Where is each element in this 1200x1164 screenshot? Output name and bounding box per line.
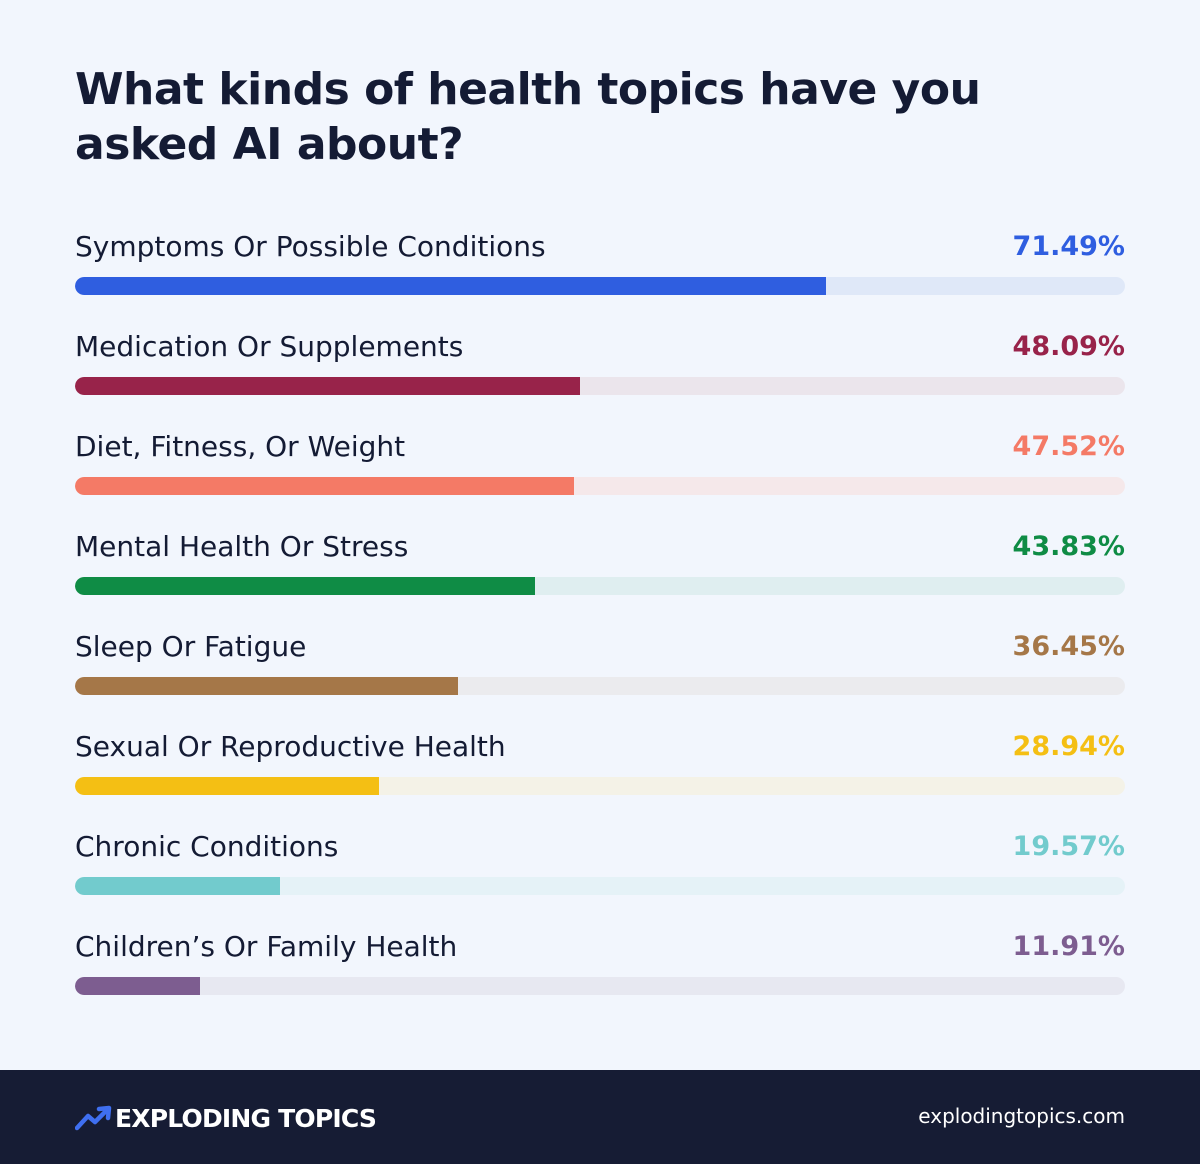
value-label: 19.57% bbox=[1012, 831, 1125, 862]
bar bbox=[75, 877, 281, 895]
website-link[interactable]: explodingtopics.com bbox=[918, 1104, 1125, 1128]
bar-track bbox=[75, 277, 1125, 295]
value-label: 71.49% bbox=[1012, 231, 1125, 262]
bar-row: Diet, Fitness, Or Weight 47.52% bbox=[75, 422, 1125, 522]
value-label: 47.52% bbox=[1012, 431, 1125, 462]
bar-track bbox=[75, 677, 1125, 695]
category-label: Medication Or Supplements bbox=[75, 330, 464, 363]
category-label: Chronic Conditions bbox=[75, 830, 339, 863]
chart-title: What kinds of health topics have you ask… bbox=[75, 64, 981, 170]
bar bbox=[75, 477, 574, 495]
category-label: Mental Health Or Stress bbox=[75, 530, 409, 563]
bar bbox=[75, 777, 379, 795]
category-label: Diet, Fitness, Or Weight bbox=[75, 430, 406, 463]
bar-row: Children’s Or Family Health 11.91% bbox=[75, 922, 1125, 1022]
footer: EXPLODING TOPICS explodingtopics.com bbox=[0, 1070, 1200, 1164]
value-label: 36.45% bbox=[1012, 631, 1125, 662]
bar-track bbox=[75, 577, 1125, 595]
brand-name: EXPLODING TOPICS bbox=[115, 1103, 377, 1133]
bar-row: Symptoms Or Possible Conditions 71.49% bbox=[75, 222, 1125, 322]
bar-chart: Symptoms Or Possible Conditions 71.49% Med… bbox=[75, 222, 1125, 1022]
bar-track bbox=[75, 877, 1125, 895]
bar-track bbox=[75, 977, 1125, 995]
category-label: Symptoms Or Possible Conditions bbox=[75, 230, 546, 263]
bar-row: Sleep Or Fatigue 36.45% bbox=[75, 622, 1125, 722]
bar bbox=[75, 377, 580, 395]
category-label: Sexual Or Reproductive Health bbox=[75, 730, 506, 763]
brand-logo[interactable]: EXPLODING TOPICS bbox=[75, 1100, 377, 1136]
bar-row: Sexual Or Reproductive Health 28.94% bbox=[75, 722, 1125, 822]
value-label: 28.94% bbox=[1012, 731, 1125, 762]
value-label: 11.91% bbox=[1012, 931, 1125, 962]
bar-row: Medication Or Supplements 48.09% bbox=[75, 322, 1125, 422]
bar-row: Chronic Conditions 19.57% bbox=[75, 822, 1125, 922]
category-label: Sleep Or Fatigue bbox=[75, 630, 307, 663]
bar bbox=[75, 577, 536, 595]
value-label: 48.09% bbox=[1012, 331, 1125, 362]
bar bbox=[75, 677, 458, 695]
bar bbox=[75, 277, 826, 295]
bar-track bbox=[75, 777, 1125, 795]
bar-track bbox=[75, 377, 1125, 395]
trend-arrow-icon bbox=[75, 1105, 112, 1131]
bar-track bbox=[75, 477, 1125, 495]
bar-row: Mental Health Or Stress 43.83% bbox=[75, 522, 1125, 622]
value-label: 43.83% bbox=[1012, 531, 1125, 562]
bar bbox=[75, 977, 201, 995]
category-label: Children’s Or Family Health bbox=[75, 930, 458, 963]
